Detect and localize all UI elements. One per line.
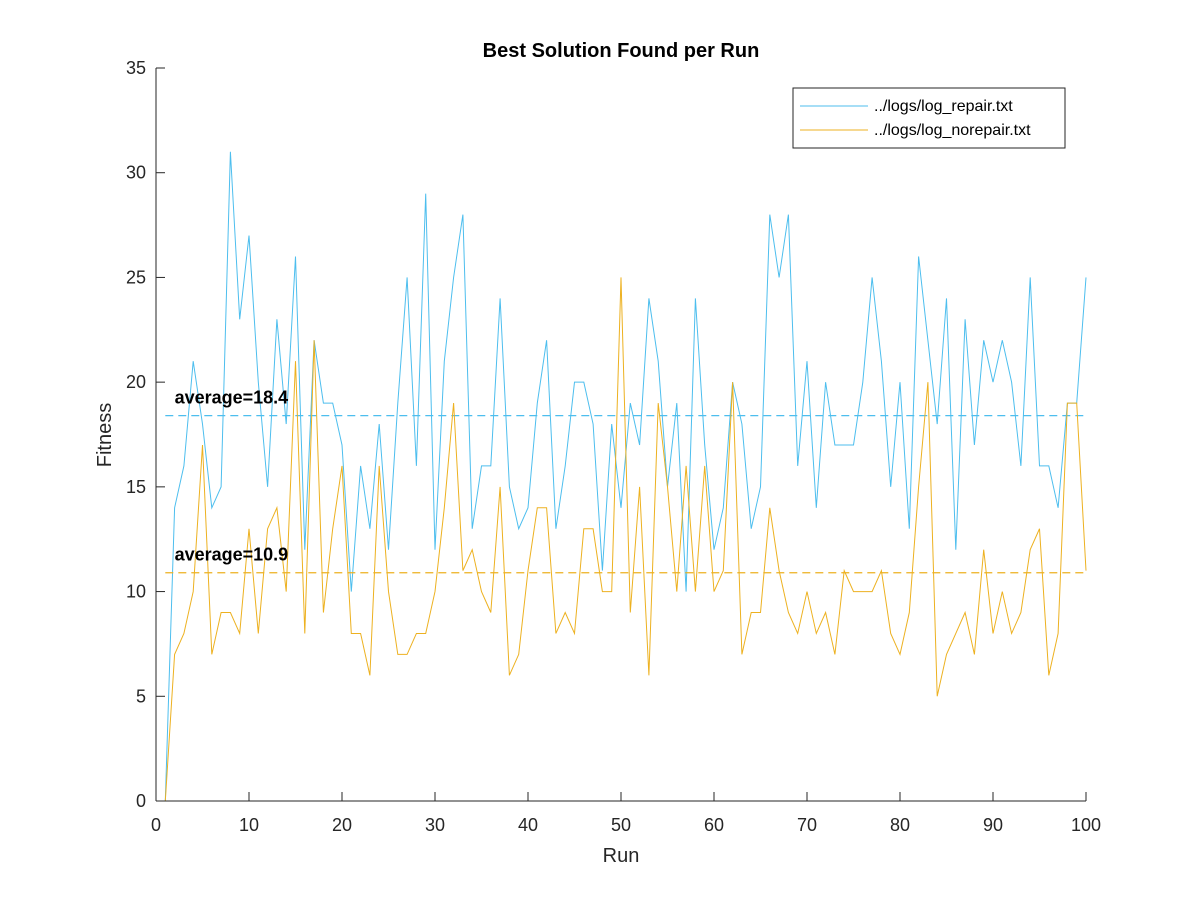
y-tick-label: 30 bbox=[126, 163, 146, 183]
x-tick-label: 80 bbox=[890, 815, 910, 835]
x-tick-label: 70 bbox=[797, 815, 817, 835]
legend-label-norepair: ../logs/log_norepair.txt bbox=[874, 122, 1031, 139]
x-tick-label: 10 bbox=[239, 815, 259, 835]
plot-area: average=18.4 average=10.9 bbox=[164, 151, 1087, 802]
x-tick-label: 60 bbox=[704, 815, 724, 835]
x-tick-label: 0 bbox=[151, 815, 161, 835]
legend: ../logs/log_repair.txt ../logs/log_norep… bbox=[792, 87, 1066, 149]
y-tick-label: 0 bbox=[136, 791, 146, 811]
series-line-1 bbox=[164, 151, 1087, 802]
x-tick-label: 50 bbox=[611, 815, 631, 835]
legend-box bbox=[792, 87, 1066, 149]
x-tick-label: 40 bbox=[518, 815, 538, 835]
x-tick-label: 20 bbox=[332, 815, 352, 835]
axes: 0 10 20 30 40 50 60 70 80 90 100 0 5 10 15 20 25 30 35 bbox=[126, 58, 1101, 835]
y-tick-label: 5 bbox=[136, 686, 146, 706]
average-label-1: average=18.4 bbox=[175, 388, 289, 408]
y-tick-label: 15 bbox=[126, 477, 146, 497]
chart-title: Best Solution Found per Run bbox=[483, 40, 760, 62]
y-axis-label: Fitness bbox=[94, 403, 116, 467]
x-tick-label: 30 bbox=[425, 815, 445, 835]
x-tick-label: 100 bbox=[1071, 815, 1101, 835]
y-tick-label: 35 bbox=[126, 58, 146, 78]
legend-label-repair: ../logs/log_repair.txt bbox=[874, 98, 1013, 115]
y-tick-label: 25 bbox=[126, 267, 146, 287]
y-tick-label: 20 bbox=[126, 372, 146, 392]
x-tick-label: 90 bbox=[983, 815, 1003, 835]
y-tick-label: 10 bbox=[126, 582, 146, 602]
average-label-2: average=10.9 bbox=[175, 545, 289, 565]
x-axis-label: Run bbox=[603, 845, 640, 867]
series-line-2 bbox=[164, 277, 1087, 802]
